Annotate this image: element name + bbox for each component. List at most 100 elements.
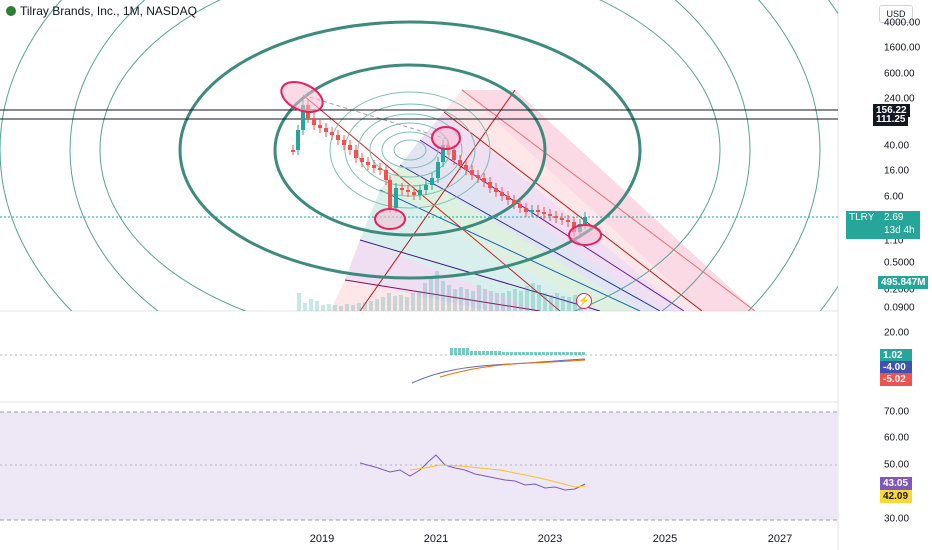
volume-bar [357, 303, 361, 311]
macd-hist-bar [478, 351, 481, 355]
candle-body [542, 212, 546, 214]
volume-bar [405, 297, 409, 311]
volume-bar [393, 296, 397, 311]
macd-tick: 20.00 [884, 327, 910, 339]
price-tick: 0.5000 [884, 257, 915, 269]
time-tick: 2021 [423, 533, 449, 545]
chart-title[interactable]: Tilray Brands, Inc., 1M, NASDAQ [6, 4, 197, 18]
symbol-logo-icon [6, 6, 16, 16]
candle-body [301, 105, 305, 130]
candle-body [388, 180, 392, 208]
volume-bar [423, 283, 427, 311]
macd-hist-bar [502, 352, 505, 355]
macd-line-badge: -4.00 [880, 361, 912, 374]
volume-bar [303, 303, 307, 311]
price-tick: 40.00 [884, 140, 910, 152]
volume-bar [495, 293, 499, 311]
volume-bar [369, 301, 373, 311]
macd-hist-bar [490, 351, 493, 355]
volume-bar [447, 285, 451, 311]
candle-body [506, 196, 510, 200]
currency-button[interactable]: USD [879, 5, 913, 23]
candle-body [441, 145, 445, 162]
highlight-marks[interactable] [277, 76, 602, 246]
macd-hist-bar [542, 352, 545, 355]
macd-hist-bar [574, 352, 577, 355]
volume-badge: 495.847M [878, 276, 929, 289]
time-tick: 2025 [652, 533, 678, 545]
volume-bar [333, 305, 337, 311]
candle-body [470, 170, 474, 175]
macd-hist-bar [562, 352, 565, 355]
lightning-icon[interactable]: ⚡ [576, 293, 592, 309]
last-price: 2.69 [884, 212, 904, 223]
fib-circles[interactable] [0, 0, 880, 480]
volume-bar [555, 293, 559, 311]
macd-hist-bar [554, 352, 557, 355]
volume-bar [513, 289, 517, 311]
time-tick: 2027 [767, 533, 793, 545]
rsi-tick: 30.00 [884, 513, 910, 525]
macd-hist-bar [538, 352, 541, 355]
volume-bar [381, 297, 385, 311]
volume-bar [489, 291, 493, 311]
price-tick: 1.10 [884, 235, 904, 247]
candle-body [518, 204, 522, 208]
macd-hist-badge: 1.02 [880, 349, 912, 362]
volume-bar [429, 276, 433, 311]
volume-bar [549, 295, 553, 311]
candle-body [524, 208, 528, 212]
volume-bar [417, 291, 421, 311]
candle-body [560, 218, 564, 220]
price-tick: 16.00 [884, 165, 910, 177]
candle-body [342, 140, 346, 145]
volume-bar [363, 302, 367, 311]
price-tick: 4000.00 [884, 17, 921, 29]
macd-hist-bar [526, 352, 529, 355]
macd-hist-bar [530, 352, 533, 355]
macd-hist-bar [482, 351, 485, 355]
volume-bar [351, 305, 355, 311]
volume-bar [537, 285, 541, 311]
candle-body [412, 192, 416, 195]
candle-body [583, 217, 587, 224]
volume-bar [411, 293, 415, 311]
macd-hist-bar [546, 352, 549, 355]
candle-body [464, 165, 468, 170]
volume-bar [375, 299, 379, 311]
macd-hist-bar [470, 351, 473, 355]
candle-body [424, 185, 428, 190]
rsi-ma-badge: 42.09 [880, 490, 912, 503]
volume-bar [561, 296, 565, 311]
macd-hist-bar [454, 348, 457, 355]
candle-body [296, 130, 300, 150]
candle-body [452, 150, 456, 160]
volume-bar [525, 286, 529, 311]
volume-bar [519, 291, 523, 311]
level-low-badge[interactable]: 111.25 [873, 113, 909, 126]
candle-body [312, 118, 316, 125]
macd-hist-bar [518, 352, 521, 355]
candle-body [400, 188, 404, 190]
price-tick: 0.2000 [884, 284, 915, 296]
candle-body [566, 220, 570, 222]
candle-body [406, 190, 410, 192]
fib-channel[interactable] [302, 89, 756, 311]
time-tick: 2019 [309, 533, 335, 545]
trend-connector[interactable] [302, 94, 451, 141]
candle-body [430, 178, 434, 185]
macd-hist-bar [506, 352, 509, 355]
volume-bar [507, 291, 511, 311]
candle-body [530, 210, 534, 212]
last-price-badge: 2.69 13d 4h [880, 211, 920, 239]
volume-bars [297, 271, 583, 311]
candle-body [554, 216, 558, 218]
candle-body [378, 168, 382, 170]
price-tick: 1600.00 [884, 42, 921, 54]
volume-bar [327, 304, 331, 311]
candle-body [384, 170, 388, 180]
candle-body [366, 162, 370, 165]
macd-hist-bar [458, 348, 461, 355]
volume-bar [309, 299, 313, 311]
